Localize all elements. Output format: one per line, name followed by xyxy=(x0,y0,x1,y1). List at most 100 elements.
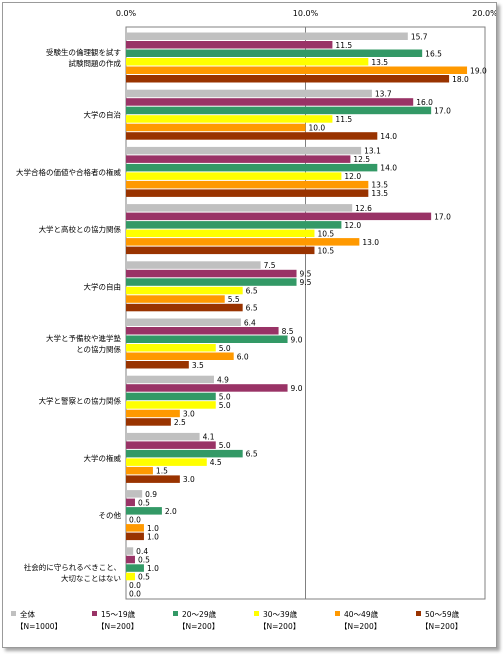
bar xyxy=(126,123,306,132)
bar xyxy=(126,58,369,66)
bar xyxy=(126,221,342,229)
data-label: 1.0 xyxy=(147,524,159,533)
data-label: 0.0 xyxy=(129,581,141,590)
data-label: 14.0 xyxy=(380,164,397,173)
x-tick-label: 0.0% xyxy=(116,9,137,18)
data-label: 9.5 xyxy=(300,270,312,279)
bar xyxy=(126,449,243,458)
bar xyxy=(126,229,315,238)
category-label: 社会的に守られるべきこと、 xyxy=(24,562,121,572)
category-label: 大学合格の価値や合格者の権威 xyxy=(16,167,121,177)
bar xyxy=(126,409,180,418)
bar xyxy=(126,524,144,532)
data-label: 18.0 xyxy=(452,75,469,84)
data-label: 0.9 xyxy=(145,490,157,499)
legend-label: 20～29歳 xyxy=(182,609,217,619)
data-label: 5.0 xyxy=(219,393,231,402)
bar xyxy=(126,490,143,498)
data-label: 3.0 xyxy=(183,475,195,484)
bar xyxy=(126,555,135,564)
data-label: 1.0 xyxy=(147,532,159,541)
data-label: 5.0 xyxy=(219,344,231,353)
legend-swatch xyxy=(416,611,421,616)
bar xyxy=(126,432,200,441)
data-label: 3.5 xyxy=(192,361,204,370)
bar xyxy=(126,32,408,40)
data-label: 6.5 xyxy=(246,304,258,313)
data-label: 3.0 xyxy=(183,410,195,419)
data-label: 19.0 xyxy=(470,66,487,75)
data-label: 12.5 xyxy=(353,155,370,164)
bar xyxy=(126,146,362,155)
data-label: 1.5 xyxy=(156,467,168,476)
data-label: 16.0 xyxy=(416,98,433,107)
bar xyxy=(126,352,234,360)
category-label: 大学と予備校や進学塾 xyxy=(46,333,121,343)
x-tick-label: 20.0% xyxy=(472,9,496,18)
data-label: 0.5 xyxy=(138,556,150,565)
bar xyxy=(126,392,216,401)
bar xyxy=(126,318,241,326)
data-label: 1.0 xyxy=(147,564,159,573)
legend-swatch xyxy=(254,611,259,616)
data-label: 0.0 xyxy=(129,590,141,599)
data-label: 12.0 xyxy=(344,221,361,230)
category-label: 試験問題の作成 xyxy=(69,58,122,68)
legend-n-label: 【N=200】 xyxy=(178,622,219,631)
legend-label: 30～39歳 xyxy=(263,609,298,619)
data-label: 6.4 xyxy=(244,318,256,327)
legend-swatch xyxy=(11,611,16,616)
data-label: 17.0 xyxy=(434,212,451,221)
legend-label: 15～19歳 xyxy=(101,609,136,619)
bar xyxy=(126,475,180,483)
bar xyxy=(126,532,144,541)
legend-n-label: 【N=200】 xyxy=(421,622,462,631)
bar xyxy=(126,564,144,572)
bar xyxy=(126,66,468,74)
data-label: 13.5 xyxy=(371,58,388,67)
bar xyxy=(126,401,216,409)
data-label: 2.0 xyxy=(165,507,177,516)
bar xyxy=(126,106,432,115)
data-label: 0.5 xyxy=(138,498,150,507)
bar xyxy=(126,98,414,106)
bar xyxy=(126,204,353,212)
data-label: 5.5 xyxy=(228,295,240,304)
category-label: その他 xyxy=(99,510,122,520)
data-label: 6.5 xyxy=(246,450,258,459)
bar xyxy=(126,238,360,246)
data-label: 13.0 xyxy=(362,238,379,247)
data-label: 12.6 xyxy=(355,204,372,213)
data-label: 4.9 xyxy=(217,376,229,385)
legend-n-label: 【N=1000】 xyxy=(16,622,62,631)
legend-label: 全体 xyxy=(20,609,35,619)
bar xyxy=(126,155,351,163)
category-label: 受験生の倫理観を試す xyxy=(46,47,121,57)
data-label: 0.0 xyxy=(129,515,141,524)
data-label: 10.0 xyxy=(309,124,326,133)
bar xyxy=(126,41,333,49)
bar xyxy=(126,418,171,426)
category-label: 大学の自由 xyxy=(84,281,122,291)
data-label: 5.0 xyxy=(219,401,231,410)
data-label: 9.0 xyxy=(291,384,303,393)
bar xyxy=(126,547,134,555)
category-label: 大切なことはない xyxy=(61,573,121,583)
bar xyxy=(126,572,135,581)
data-label: 10.5 xyxy=(317,246,334,255)
data-label: 10.5 xyxy=(317,229,334,238)
data-label: 4.5 xyxy=(210,458,222,467)
bar xyxy=(126,327,279,335)
bar xyxy=(126,295,225,303)
data-label: 6.0 xyxy=(237,352,249,361)
data-label: 7.5 xyxy=(264,261,276,270)
bar xyxy=(126,335,288,343)
data-label: 9.5 xyxy=(300,278,312,287)
legend-swatch xyxy=(173,611,178,616)
bar xyxy=(126,212,432,221)
data-label: 9.0 xyxy=(291,335,303,344)
data-label: 2.5 xyxy=(174,418,186,427)
data-label: 4.1 xyxy=(203,433,215,442)
data-label: 13.7 xyxy=(375,90,392,99)
bar xyxy=(126,49,423,57)
